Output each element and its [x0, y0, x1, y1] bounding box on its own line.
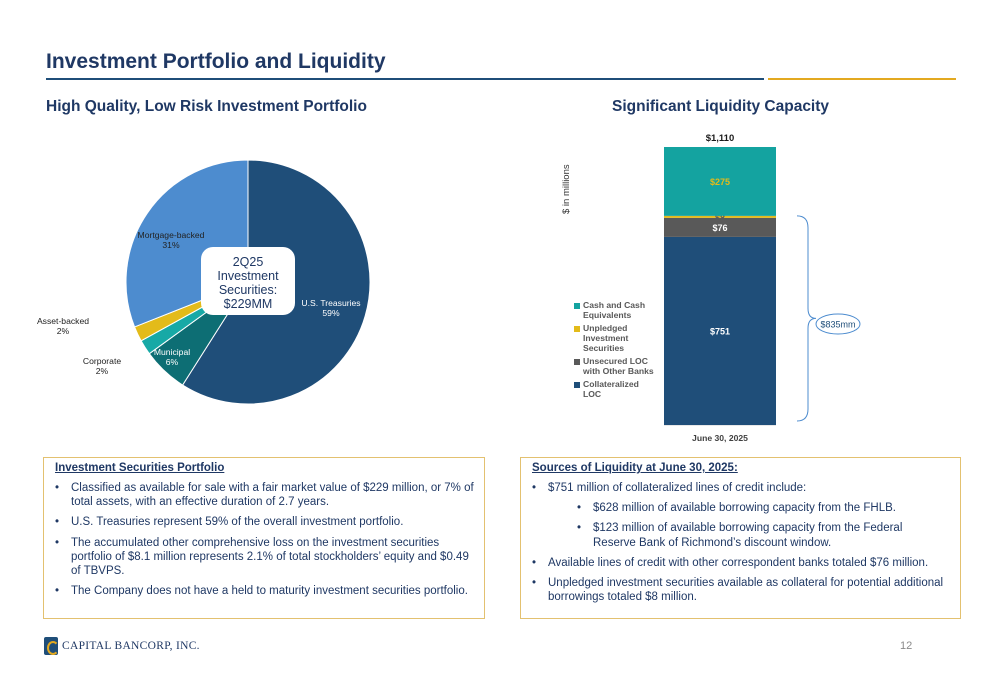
investment-securities-box: Investment Securities Portfolio Classifi… — [43, 457, 485, 619]
pie-slice-value: 59% — [322, 308, 340, 318]
liquidity-brace — [796, 215, 817, 422]
legend-label: Cash and Cash Equivalents — [583, 300, 646, 320]
liquidity-heading: Significant Liquidity Capacity — [612, 98, 830, 115]
title-rule-gold — [768, 78, 956, 80]
pie-center-line: Securities: — [219, 283, 277, 297]
pie-slice-label: Municipal — [154, 347, 190, 357]
investment-bullet: The Company does not have a held to matu… — [55, 584, 474, 598]
callout-835: $835mm — [815, 313, 861, 335]
liquidity-bullet: Unpledged investment securities availabl… — [532, 576, 948, 604]
page-title: Investment Portfolio and Liquidity — [46, 50, 386, 73]
title-rule-blue — [46, 78, 764, 80]
bar-value-label: $76 — [712, 223, 727, 233]
pie-center-line: $229MM — [224, 297, 273, 311]
investment-box-title: Investment Securities Portfolio — [55, 462, 225, 474]
logo-mark-icon — [44, 637, 59, 655]
pie-slice-label: U.S. Treasuries — [301, 298, 360, 308]
bar-legend: Cash and Cash Equivalents Unpledged Inves… — [574, 300, 658, 402]
liquidity-sub-bullet: $628 million of available borrowing capa… — [577, 501, 948, 515]
bar-segment-collateralized-loc — [664, 236, 776, 425]
x-axis-category: June 30, 2025 — [692, 433, 748, 443]
pie-slice-label: Asset-backed — [37, 316, 89, 326]
legend-swatch — [574, 326, 580, 332]
legend-item: Unpledged Investment Securities — [574, 323, 658, 353]
legend-item: Unsecured LOC with Other Banks — [574, 356, 658, 376]
investment-bullet: U.S. Treasuries represent 59% of the ove… — [55, 515, 474, 529]
bar-value-label: $751 — [710, 326, 730, 336]
liquidity-box-title: Sources of Liquidity at June 30, 2025: — [532, 462, 738, 474]
pie-center-line: 2Q25 — [233, 255, 264, 269]
liquidity-sources-box: Sources of Liquidity at June 30, 2025: $… — [520, 457, 961, 619]
bar-value-label: $275 — [710, 177, 730, 187]
pie-center-box — [201, 247, 295, 315]
investment-bullet: The accumulated other comprehensive loss… — [55, 536, 474, 579]
pie-slice-value: 2% — [57, 326, 70, 336]
pie-slice-label: Corporate — [83, 356, 121, 366]
pie-slice-label: Mortgage-backed — [138, 230, 205, 240]
pie-center-line: Investment — [217, 269, 279, 283]
bar-total-label: $1,110 — [706, 133, 735, 144]
portfolio-heading: High Quality, Low Risk Investment Portfo… — [46, 98, 367, 115]
liquidity-sub-bullet: $123 million of available borrowing capa… — [577, 521, 948, 549]
legend-label: Unpledged Investment Securities — [583, 323, 629, 353]
logo-text: CAPITAL BANCORP, INC. — [62, 640, 200, 652]
liquidity-bullet: $751 million of collateralized lines of … — [532, 481, 948, 495]
liquidity-bar-chart: $751 $76$8 $275 $1,110 — [664, 133, 776, 425]
callout-835-label: $835mm — [820, 320, 855, 330]
legend-label: Unsecured LOC with Other Banks — [583, 356, 654, 376]
legend-swatch — [574, 303, 580, 309]
company-logo: CAPITAL BANCORP, INC. — [44, 637, 200, 655]
pie-slice-value: 6% — [166, 357, 179, 367]
bar-value-label: $8 — [715, 213, 725, 223]
y-axis-label: $ in millions — [561, 164, 572, 214]
pie-slice-value: 2% — [96, 366, 109, 376]
bar-segment-unsecured-loc-with-other-banks — [664, 217, 776, 237]
bar-segment-cash-and-cash-equivalents — [664, 147, 776, 216]
legend-swatch — [574, 359, 580, 365]
legend-swatch — [574, 382, 580, 388]
legend-item: Cash and Cash Equivalents — [574, 300, 658, 320]
page-number: 12 — [900, 640, 913, 652]
legend-item: Collateralized LOC — [574, 379, 658, 399]
bar-segment-unpledged-investment-securities — [664, 215, 776, 218]
legend-label: Collateralized LOC — [583, 379, 639, 399]
investment-bullet: Classified as available for sale with a … — [55, 481, 474, 509]
liquidity-bullet: Available lines of credit with other cor… — [532, 556, 948, 570]
pie-slice-value: 31% — [162, 240, 180, 250]
